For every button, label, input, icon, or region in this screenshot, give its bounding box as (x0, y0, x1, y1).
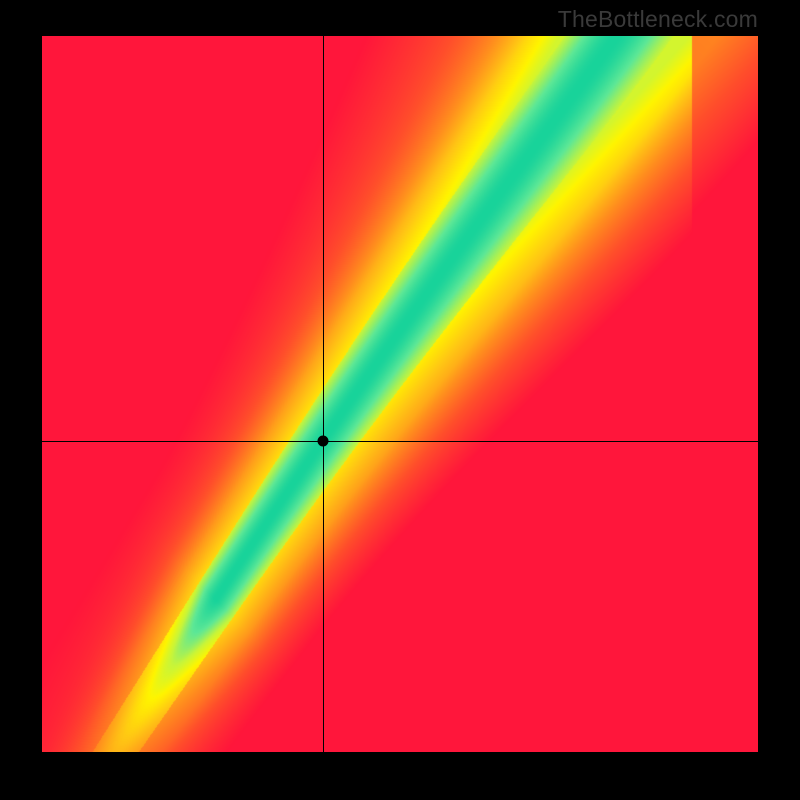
plot-area (42, 36, 758, 752)
crosshair-vertical (323, 36, 324, 752)
marker-dot (317, 435, 328, 446)
crosshair-horizontal (42, 441, 758, 442)
watermark-text: TheBottleneck.com (558, 6, 758, 33)
chart-container: TheBottleneck.com (0, 0, 800, 800)
heatmap-canvas (42, 36, 758, 752)
